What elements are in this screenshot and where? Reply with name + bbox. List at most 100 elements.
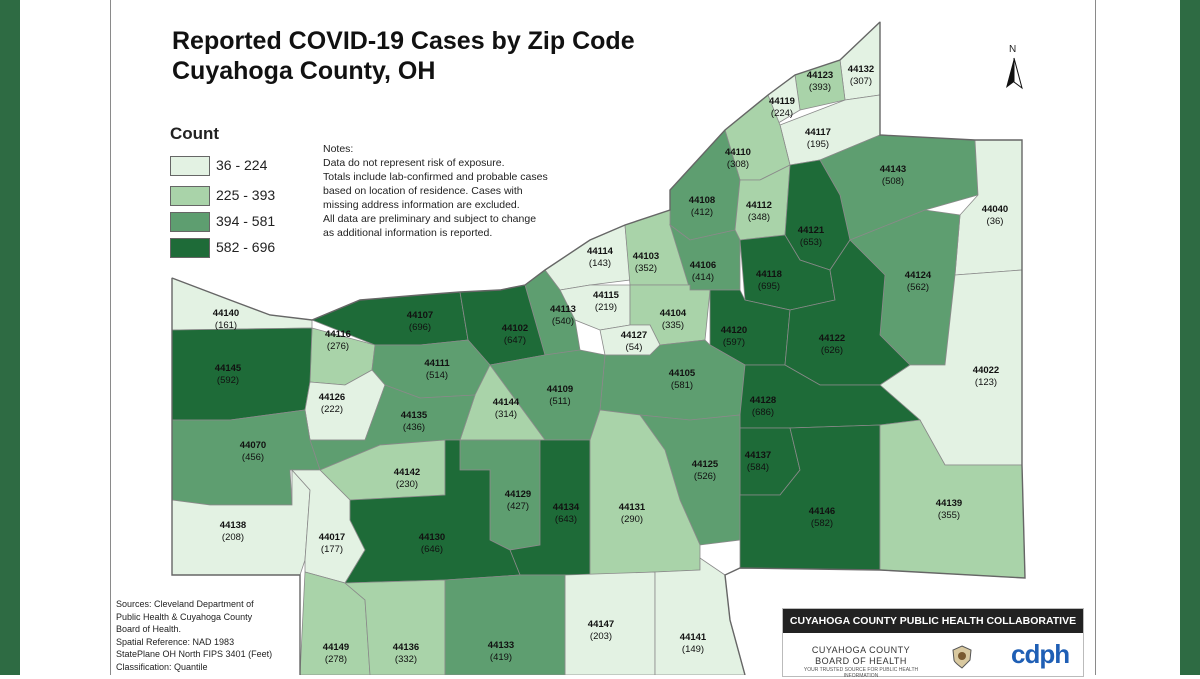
zip-code-label: 44121 [798, 225, 825, 236]
zip-code-label: 44103 [633, 251, 659, 262]
zip-count-label: (208) [222, 532, 244, 543]
zip-count-label: (314) [495, 409, 517, 420]
health-seal-icon [952, 645, 972, 669]
legend-swatch-1 [170, 156, 210, 176]
zip-code-label: 44118 [756, 269, 782, 280]
map-title: Reported COVID-19 Cases by Zip Code Cuya… [172, 26, 635, 86]
zip-count-label: (307) [850, 76, 872, 87]
zip-count-label: (161) [215, 320, 237, 331]
region-44132 [839, 21, 881, 101]
zip-code-label: 44133 [488, 640, 514, 651]
sources-line: Classification: Quantile [116, 661, 208, 672]
zip-count-label: (36) [987, 216, 1004, 227]
zip-count-label: (355) [938, 510, 960, 521]
zip-count-label: (592) [217, 375, 239, 386]
zip-code-label: 44130 [419, 532, 445, 543]
legend-item-1: 36 - 224 [170, 156, 310, 176]
zip-code-label: 44110 [725, 147, 751, 158]
notes-line: Data do not represent risk of exposure. [323, 157, 505, 169]
zip-count-label: (647) [504, 335, 526, 346]
zip-count-label: (695) [758, 281, 780, 292]
zip-count-label: (414) [692, 272, 714, 283]
map-title-line1: Reported COVID-19 Cases by Zip Code [172, 27, 635, 55]
legend-swatch-4 [170, 238, 210, 258]
board-line2: BOARD OF HEALTH [815, 656, 907, 666]
zip-count-label: (696) [409, 322, 431, 333]
zip-code-label: 44017 [319, 532, 345, 543]
legend-swatch-2 [170, 186, 210, 206]
zip-code-label: 44134 [553, 502, 580, 513]
zip-code-label: 44120 [721, 325, 747, 336]
region-44145 [171, 327, 313, 421]
map-title-line2: Cuyahoga County, OH [172, 57, 436, 85]
county-boundary [171, 22, 1026, 675]
zip-code-label: 44111 [424, 358, 450, 369]
map-border-left [110, 0, 111, 675]
zip-code-label: 44105 [669, 368, 696, 379]
partner-logos: CUYAHOGA COUNTY PUBLIC HEALTH COLLABORAT… [782, 608, 1084, 679]
zip-count-label: (626) [821, 345, 843, 356]
legend-swatch-3 [170, 212, 210, 232]
zip-count-label: (143) [589, 258, 611, 269]
zip-code-label: 44108 [689, 195, 715, 206]
zip-regions [171, 21, 1026, 675]
zip-count-label: (195) [807, 139, 829, 150]
north-label: N [1009, 44, 1017, 55]
legend-title: Count [170, 124, 220, 143]
zip-code-label: 44106 [690, 260, 716, 271]
zip-code-label: 44113 [550, 304, 576, 315]
zip-code-label: 44141 [680, 632, 707, 643]
zip-code-label: 44022 [973, 365, 999, 376]
legend-item-3: 394 - 581 [170, 212, 310, 232]
notes-line: Totals include lab-confirmed and probabl… [323, 171, 548, 183]
zip-count-label: (597) [723, 337, 745, 348]
zip-labels: 44123(393) 44132(307) 44119(224) 44117(195)… [213, 64, 1008, 665]
zip-code-label: 44136 [393, 642, 419, 653]
sources-block: Sources: Cleveland Department of Public … [116, 598, 306, 673]
zip-count-label: (427) [507, 501, 529, 512]
legend-item-2: 225 - 393 [170, 186, 310, 206]
zip-code-label: 44142 [394, 467, 420, 478]
zip-code-label: 44123 [807, 70, 833, 81]
north-arrow: N [1002, 44, 1026, 94]
zip-count-label: (511) [549, 396, 570, 407]
zip-code-label: 44126 [319, 392, 345, 403]
zip-code-label: 44107 [407, 310, 433, 321]
zip-code-label: 44040 [982, 204, 1008, 215]
zip-count-label: (332) [395, 654, 417, 665]
zip-count-label: (582) [811, 518, 833, 529]
zip-code-label: 44147 [588, 619, 614, 630]
notes-line: missing address information are excluded… [323, 199, 520, 211]
zip-count-label: (562) [907, 282, 929, 293]
legend-label-4: 582 - 696 [216, 239, 276, 255]
zip-count-label: (290) [621, 514, 643, 525]
zip-count-label: (643) [555, 514, 577, 525]
zip-code-label: 44149 [323, 642, 349, 653]
zip-code-label: 44132 [848, 64, 874, 75]
zip-count-label: (456) [242, 452, 264, 463]
zip-code-label: 44122 [819, 333, 845, 344]
notes-line: based on location of residence. Cases wi… [323, 185, 523, 197]
zip-code-label: 44138 [220, 520, 246, 531]
zip-code-label: 44137 [745, 450, 771, 461]
zip-count-label: (278) [325, 654, 347, 665]
zip-count-label: (219) [595, 302, 617, 313]
zip-code-label: 44117 [805, 127, 831, 138]
zip-count-label: (352) [635, 263, 657, 274]
zip-code-label: 44140 [213, 308, 239, 319]
sources-line: Public Health & Cuyahoga County [116, 611, 253, 622]
zip-code-label: 44116 [325, 329, 351, 340]
zip-code-label: 44119 [769, 96, 795, 107]
zip-count-label: (646) [421, 544, 443, 555]
zip-code-label: 44129 [505, 489, 531, 500]
zip-code-label: 44127 [621, 330, 647, 341]
notes-line: as additional information is reported. [323, 227, 493, 239]
zip-code-label: 44139 [936, 498, 962, 509]
zip-count-label: (222) [321, 404, 343, 415]
zip-code-label: 44144 [493, 397, 520, 408]
zip-count-label: (308) [727, 159, 749, 170]
zip-count-label: (686) [752, 407, 774, 418]
zip-code-label: 44112 [746, 200, 772, 211]
legend-label-3: 394 - 581 [216, 213, 276, 229]
